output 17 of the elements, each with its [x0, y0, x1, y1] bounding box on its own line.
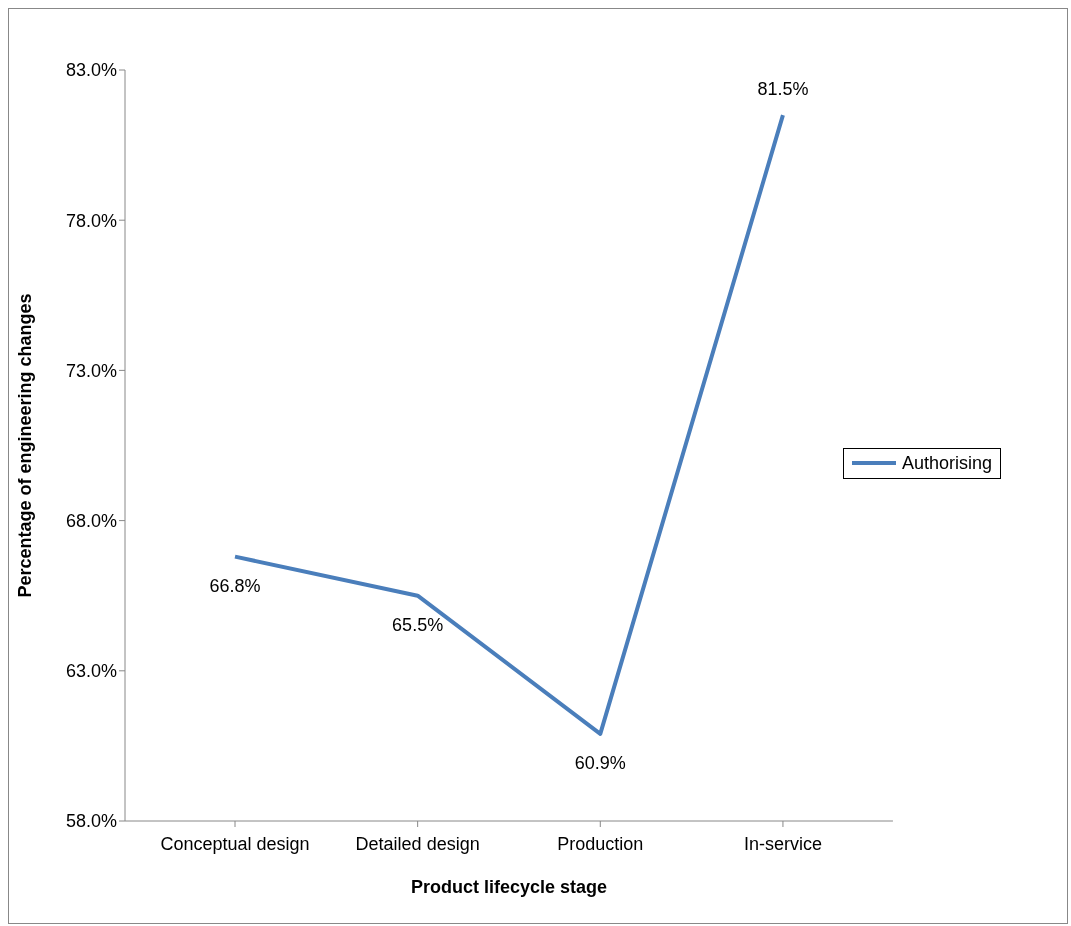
legend-label: Authorising — [901, 452, 992, 474]
y-tick-label: 68.0% — [65, 510, 117, 531]
data-label: 81.5% — [757, 79, 809, 100]
data-label: 60.9% — [574, 752, 626, 773]
y-tick-label: 58.0% — [65, 811, 117, 832]
x-tick-label: Production — [557, 833, 644, 854]
x-tick-label: Conceptual design — [160, 833, 310, 854]
data-label: 66.8% — [209, 575, 261, 596]
x-tick-label: Detailed design — [355, 833, 480, 854]
y-tick-label: 83.0% — [65, 60, 117, 81]
x-axis-title: Product lifecycle stage — [410, 877, 608, 897]
x-tick-label: In-service — [743, 833, 822, 854]
y-tick-label: 63.0% — [65, 661, 117, 682]
data-label: 65.5% — [392, 614, 444, 635]
y-tick-label: 73.0% — [65, 360, 117, 381]
y-tick-label: 78.0% — [65, 210, 117, 231]
y-axis-title: Percentage of engineering changes — [15, 293, 36, 598]
